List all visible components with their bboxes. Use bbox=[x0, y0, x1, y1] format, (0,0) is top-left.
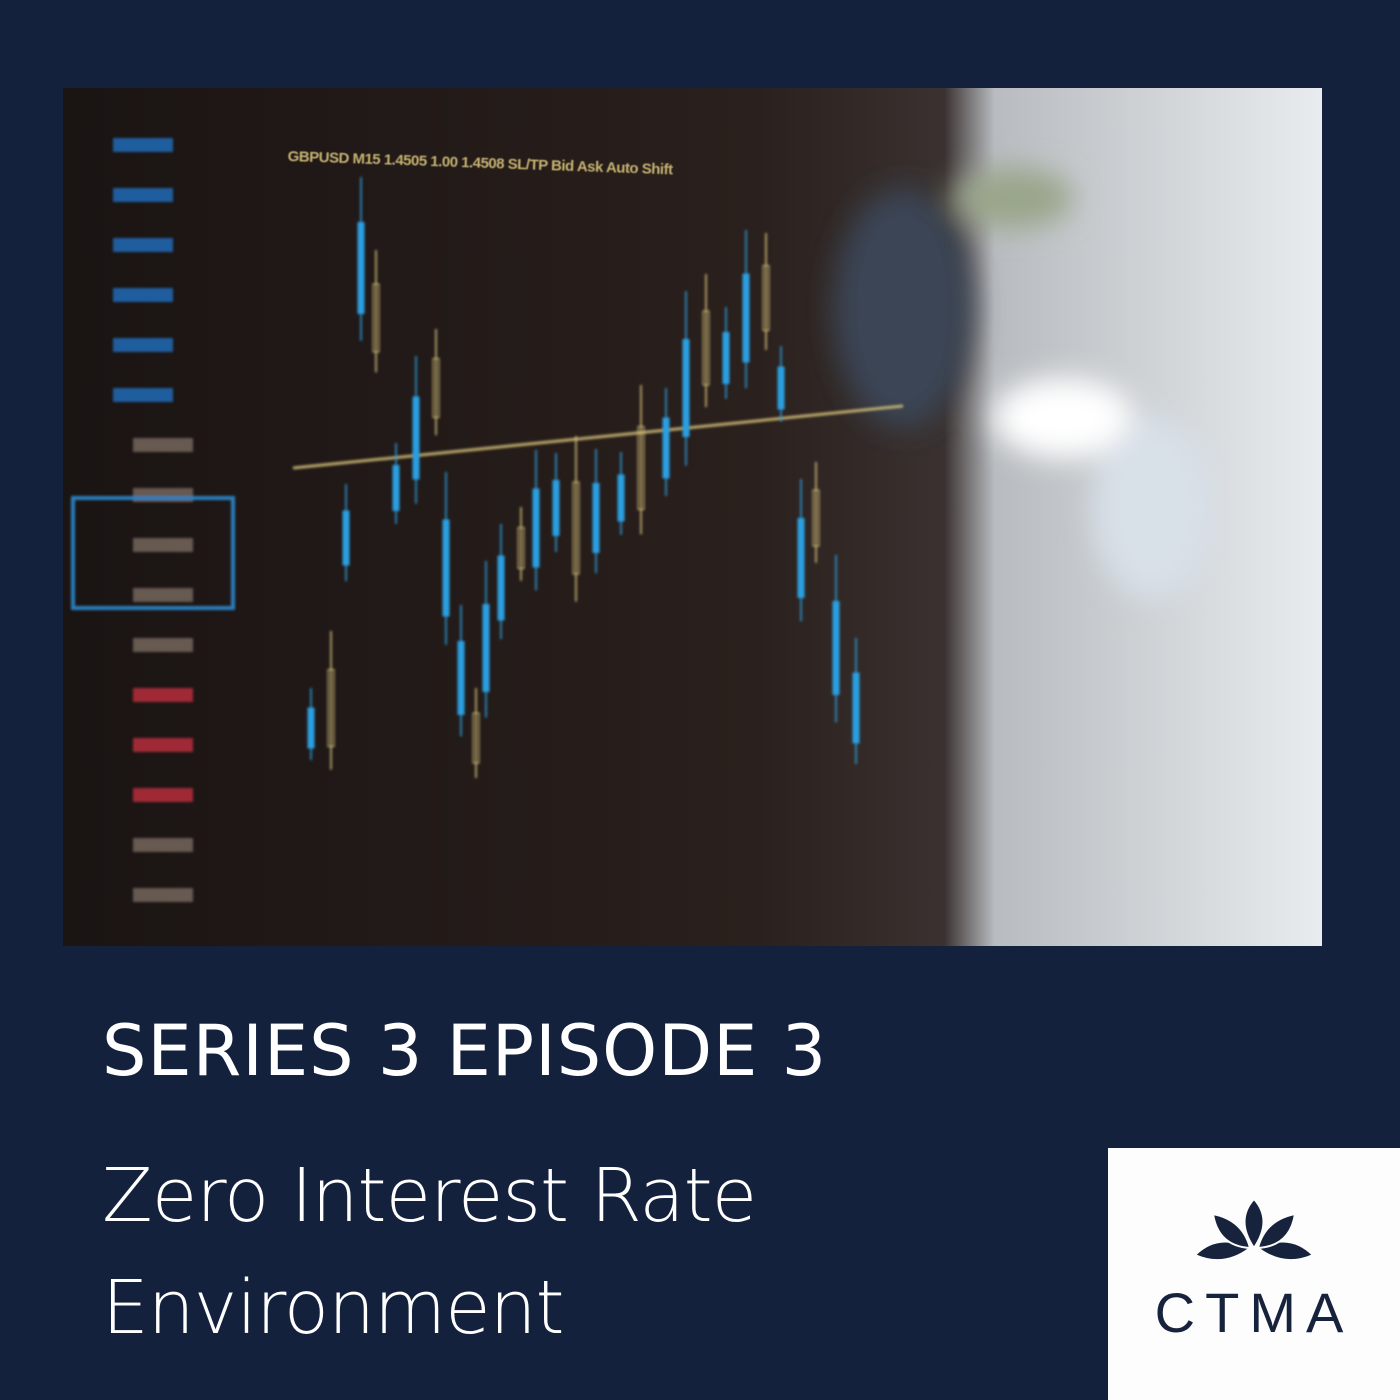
quote-value bbox=[113, 188, 173, 202]
quote-value bbox=[113, 388, 173, 402]
quote-value bbox=[133, 438, 193, 452]
ctma-logo: CTMA bbox=[1108, 1148, 1400, 1400]
quote-value bbox=[133, 538, 193, 552]
quote-value bbox=[133, 788, 193, 802]
title-line-2: Environment bbox=[102, 1265, 565, 1351]
quote-value bbox=[113, 138, 173, 152]
quote-value bbox=[113, 288, 173, 302]
title-line-1: Zero Interest Rate bbox=[102, 1153, 757, 1239]
quote-value bbox=[133, 738, 193, 752]
lotus-icon bbox=[1193, 1197, 1315, 1262]
quote-value bbox=[113, 238, 173, 252]
quote-value bbox=[133, 838, 193, 852]
price-panel bbox=[71, 496, 235, 610]
quote-value bbox=[113, 338, 173, 352]
quote-value bbox=[133, 638, 193, 652]
quote-value bbox=[133, 888, 193, 902]
trading-chart-photo bbox=[63, 88, 1322, 946]
logo-text: CTMA bbox=[1154, 1281, 1354, 1344]
quote-value bbox=[133, 688, 193, 702]
quote-value bbox=[133, 588, 193, 602]
cover-photo: GBPUSD M15 1.4505 1.00 1.4508 SL/TP Bid … bbox=[63, 88, 1322, 946]
series-episode-label: SERIES 3 EPISODE 3 bbox=[102, 1010, 828, 1092]
episode-title: Zero Interest Rate Environment bbox=[102, 1140, 757, 1364]
